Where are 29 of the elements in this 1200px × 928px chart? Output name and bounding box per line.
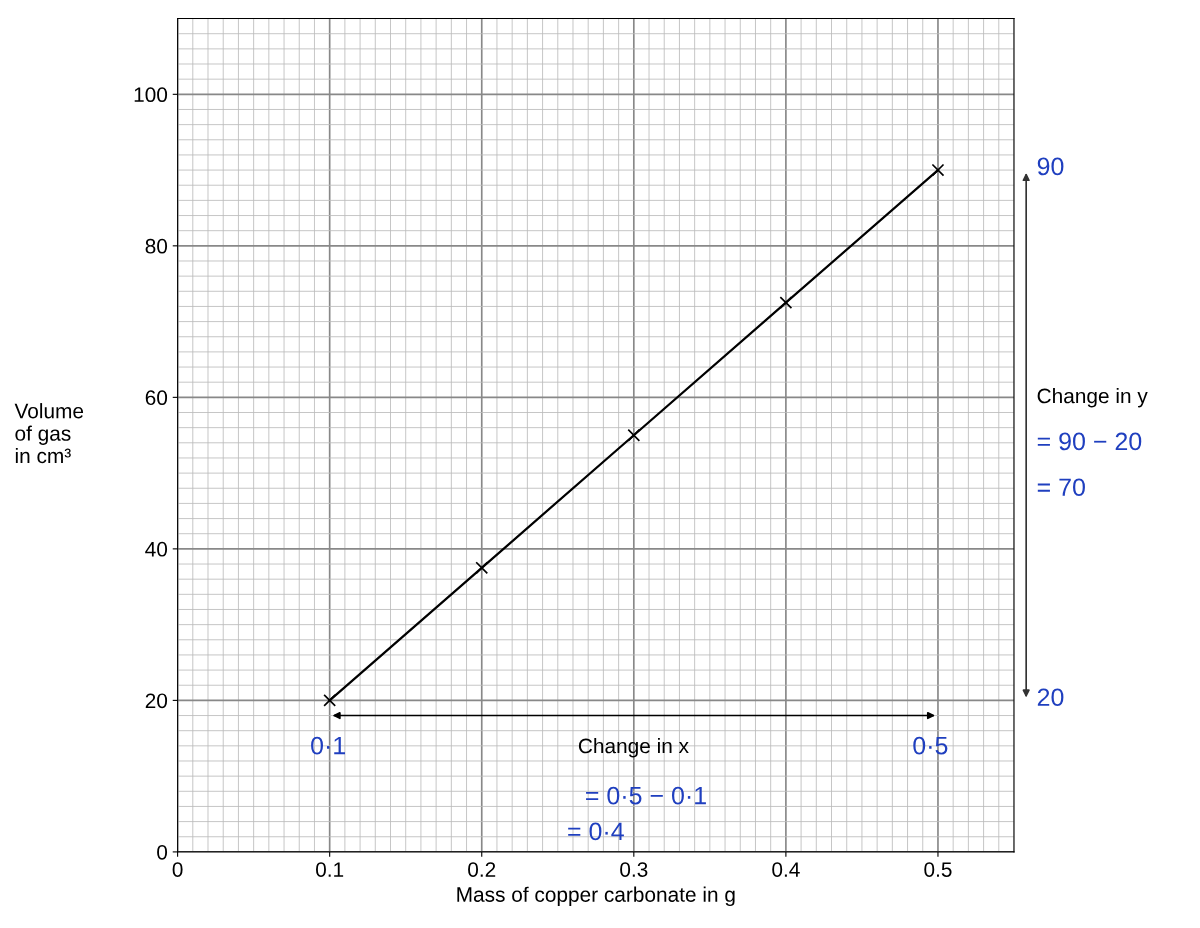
text: = 70 <box>1037 478 1085 497</box>
x-axis-title: Mass of copper carbonate in g <box>457 886 735 907</box>
x-tick-label: 0.2 <box>468 862 496 877</box>
annotation: = 0·4 <box>568 822 624 841</box>
x-tick-label: 0.4 <box>772 862 800 877</box>
x-tick-label: 0 <box>172 862 183 877</box>
y-tick-label: 60 <box>145 390 168 406</box>
annotation: 0·1 <box>311 736 345 755</box>
point <box>323 693 337 707</box>
text: Change in y <box>1037 388 1148 408</box>
x-tick-label: 0.1 <box>316 862 344 877</box>
text: 20 <box>1037 688 1064 707</box>
annotation: = 0·5 − 0·1 <box>586 786 706 805</box>
y-axis-title: Volume of gas in cm³ <box>14 403 84 464</box>
x-tick-label: 0.5 <box>924 862 952 877</box>
text: = 90 − 20 <box>1037 432 1142 451</box>
point <box>931 163 945 177</box>
point <box>627 428 641 442</box>
y-tick-label: 20 <box>145 693 168 709</box>
x-tick-label: 0.3 <box>620 862 648 877</box>
y-tick-label: 0 <box>157 844 168 860</box>
y-tick-label: 80 <box>145 238 168 254</box>
y-tick-label: 100 <box>134 87 168 103</box>
y-tick-label: 40 <box>145 541 168 557</box>
annotation: 0·5 <box>913 736 948 755</box>
text: 90 <box>1037 157 1064 176</box>
point <box>475 561 489 575</box>
point <box>779 296 793 310</box>
annotation: Change in x <box>578 738 689 758</box>
